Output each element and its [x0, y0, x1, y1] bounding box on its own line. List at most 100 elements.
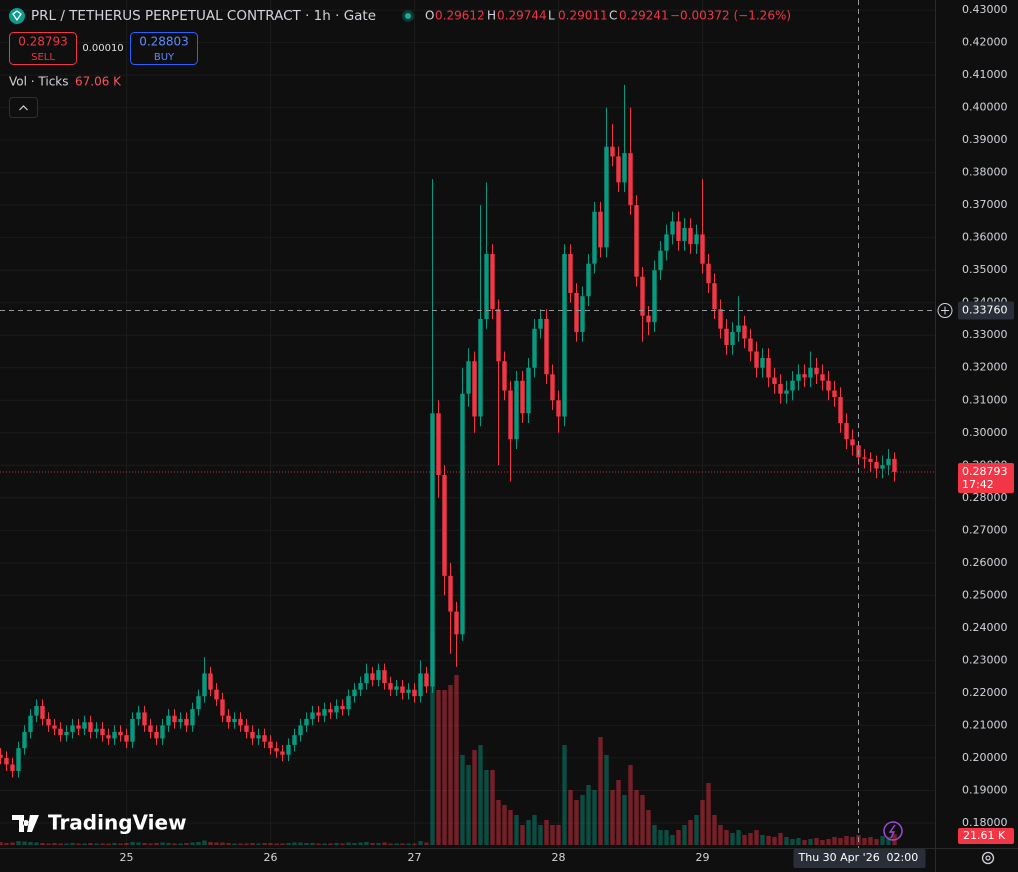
volume-bar [298, 842, 303, 845]
volume-bar [286, 843, 291, 845]
candle-body [28, 715, 33, 732]
settings-icon[interactable] [981, 851, 995, 865]
volume-bar [106, 843, 111, 845]
candles [0, 84, 897, 778]
candle-body [256, 735, 261, 739]
candle-body [304, 718, 309, 726]
volume-bar [610, 790, 615, 845]
volume-bar [724, 830, 729, 845]
candle-body [190, 709, 195, 726]
volume-bar [382, 842, 387, 845]
candle-body [64, 731, 69, 736]
candle-body [172, 715, 177, 723]
candle-body [292, 735, 297, 745]
buy-button[interactable] [130, 32, 198, 65]
candle-body [0, 754, 3, 758]
watermark: TradingView [48, 811, 187, 835]
volume-bar [154, 843, 159, 845]
last-volume-box [958, 828, 1014, 844]
volume-bar [682, 825, 687, 845]
volume-bar [244, 843, 249, 845]
candle-body [718, 309, 723, 329]
candle-body [136, 712, 141, 719]
y-tick-label: 0.23000 [962, 653, 1008, 666]
candle-body [874, 462, 879, 469]
y-tick-label: 0.35000 [962, 263, 1008, 276]
volume-bar [160, 842, 165, 845]
candle-body [598, 211, 603, 248]
candle-body [712, 283, 717, 310]
candle-body [310, 712, 315, 719]
candle-body [508, 390, 513, 440]
y-tick-label: 0.43000 [962, 3, 1008, 16]
volume-bar [640, 795, 645, 845]
candle-body [442, 475, 447, 576]
candle-body [154, 731, 159, 739]
volume-bar [484, 770, 489, 845]
candle-body [340, 705, 345, 710]
volume-bar [736, 830, 741, 845]
chart-title[interactable]: PRL / TETHERUS PERPETUAL CONTRACT · 1h ·… [31, 8, 376, 24]
volume-bar [820, 840, 825, 845]
y-tick-label: 0.27000 [962, 523, 1008, 536]
volume-bar [268, 843, 273, 845]
volume-bar [118, 843, 123, 845]
candle-body [778, 384, 783, 394]
candle-body [412, 689, 417, 697]
volume-bar [250, 843, 255, 845]
volume-bar [142, 843, 147, 845]
candle-body [796, 374, 801, 381]
candle-body [886, 458, 891, 466]
candle-body [52, 725, 57, 729]
crosshair-date: Thu 30 Apr '26 [798, 851, 880, 864]
collapse-button[interactable] [9, 97, 38, 118]
volume-bar [622, 795, 627, 845]
candle-body [562, 253, 567, 417]
volume-bar [370, 843, 375, 845]
volume-bar [184, 843, 189, 845]
candle-body [424, 673, 429, 687]
candle-body [496, 309, 501, 362]
volume-bar [16, 841, 21, 845]
buy-price: 0.28803 [139, 35, 189, 49]
volume-bar [514, 815, 519, 845]
volume-bar [658, 830, 663, 845]
volume-bar [328, 843, 333, 845]
volume-bar [280, 843, 285, 845]
candle-body [544, 318, 549, 375]
candle-body [586, 263, 591, 297]
symbol-icon[interactable] [9, 8, 25, 24]
ohlc-change: −0.00372 (−1.26%) [670, 9, 791, 23]
volume-bar [190, 842, 195, 845]
volume-bar [532, 815, 537, 845]
x-tick-label: 29 [696, 851, 710, 864]
candle-body [568, 253, 573, 293]
volume-bar [604, 755, 609, 845]
sell-button[interactable] [9, 32, 77, 65]
candle-body [322, 709, 327, 716]
candle-body [604, 146, 609, 248]
volume-bar [646, 810, 651, 845]
candle-body [772, 377, 777, 385]
y-tick-label: 0.32000 [962, 361, 1008, 374]
volume-bar [796, 838, 801, 845]
candle-body [466, 361, 471, 394]
volume-bar [292, 842, 297, 845]
y-tick-label: 0.40000 [962, 101, 1008, 114]
last-volume-label: 21.61 K [963, 829, 1006, 842]
volume-bar [790, 839, 795, 845]
alert-icon[interactable] [883, 821, 903, 841]
candle-body [664, 234, 669, 251]
candle-body [106, 735, 111, 739]
ohlc-value: 0.29011 [558, 9, 608, 23]
candle-body [868, 458, 873, 463]
volume-bar [508, 810, 513, 845]
candle-body [454, 611, 459, 635]
ohlc-label: O [425, 9, 434, 23]
volume-bar [574, 800, 579, 845]
volume-bar [178, 843, 183, 845]
candle-body [742, 325, 747, 339]
volume-bar [520, 825, 525, 845]
volume-indicator-title[interactable]: Vol · Ticks [9, 75, 69, 89]
